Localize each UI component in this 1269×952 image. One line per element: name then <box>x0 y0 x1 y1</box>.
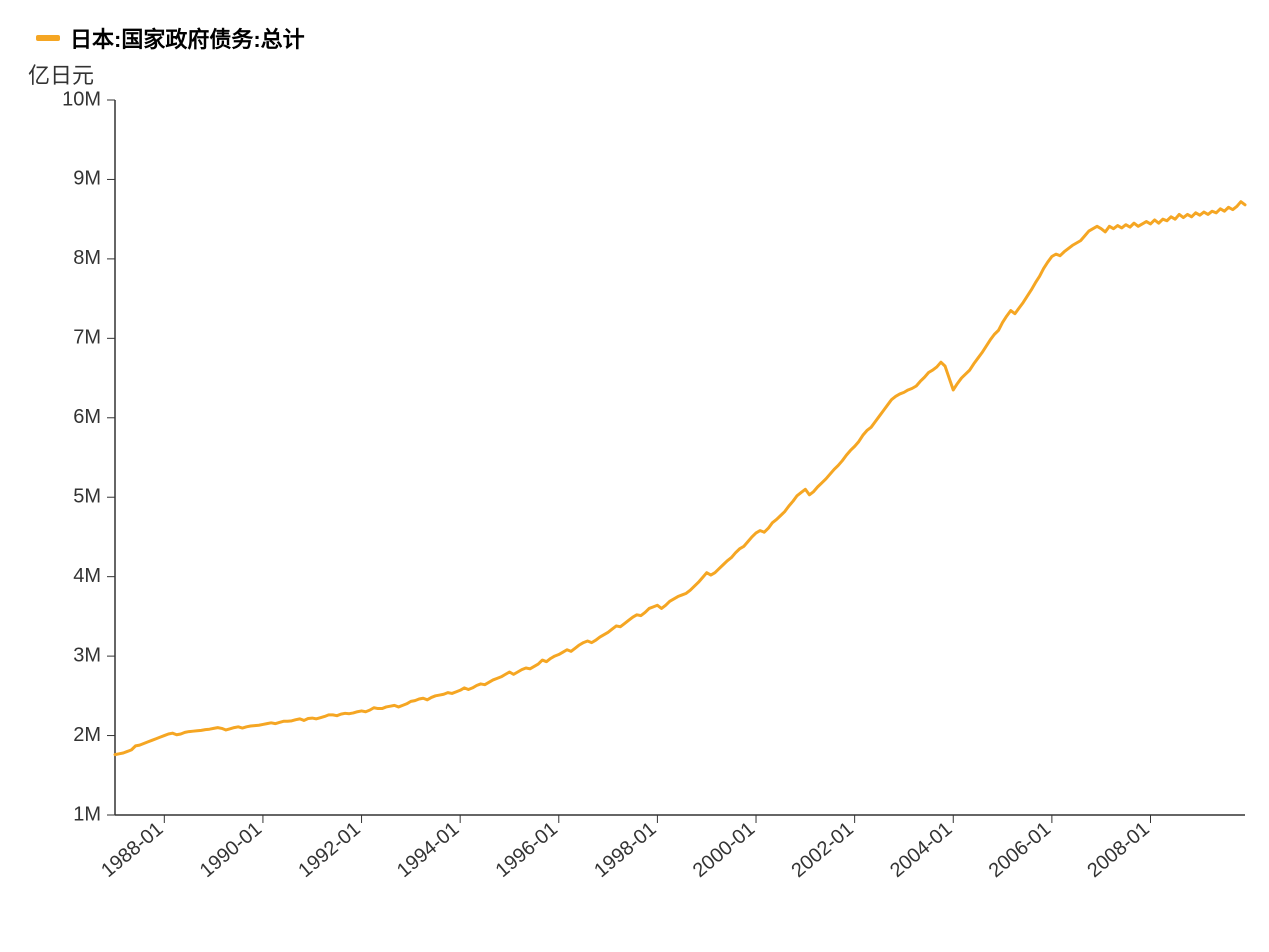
legend-swatch <box>36 35 60 41</box>
x-tick-label: 1988-01 <box>97 818 167 882</box>
legend-label: 日本:国家政府债务:总计 <box>70 22 305 54</box>
y-tick-label: 5M <box>73 486 101 508</box>
chart-container: 日本:国家政府债务:总计 亿日元 1M2M3M4M5M6M7M8M9M10M19… <box>0 0 1269 952</box>
x-tick-label: 2008-01 <box>1083 818 1153 882</box>
x-tick-label: 1998-01 <box>590 818 660 882</box>
plot-area: 1M2M3M4M5M6M7M8M9M10M1988-011990-011992-… <box>115 100 1245 815</box>
y-tick-label: 8M <box>73 247 101 269</box>
x-tick-label: 1996-01 <box>492 818 562 882</box>
x-tick-label: 2002-01 <box>787 818 857 882</box>
y-tick-label: 6M <box>73 406 101 428</box>
y-tick-label: 10M <box>62 88 101 110</box>
y-tick-label: 2M <box>73 724 101 746</box>
y-axis-unit-label: 亿日元 <box>28 58 94 90</box>
y-tick-label: 4M <box>73 565 101 587</box>
chart-svg: 1M2M3M4M5M6M7M8M9M10M1988-011990-011992-… <box>115 100 1245 815</box>
series-line <box>115 202 1245 755</box>
x-tick-label: 2006-01 <box>985 818 1055 882</box>
y-tick-label: 7M <box>73 327 101 349</box>
x-tick-label: 2000-01 <box>689 818 759 882</box>
x-tick-label: 1990-01 <box>196 818 266 882</box>
legend: 日本:国家政府债务:总计 <box>36 22 305 54</box>
y-tick-label: 1M <box>73 803 101 825</box>
x-tick-label: 1994-01 <box>393 818 463 882</box>
y-tick-label: 9M <box>73 168 101 190</box>
y-tick-label: 3M <box>73 644 101 666</box>
x-tick-label: 1992-01 <box>294 818 364 882</box>
x-tick-label: 2004-01 <box>886 818 956 882</box>
